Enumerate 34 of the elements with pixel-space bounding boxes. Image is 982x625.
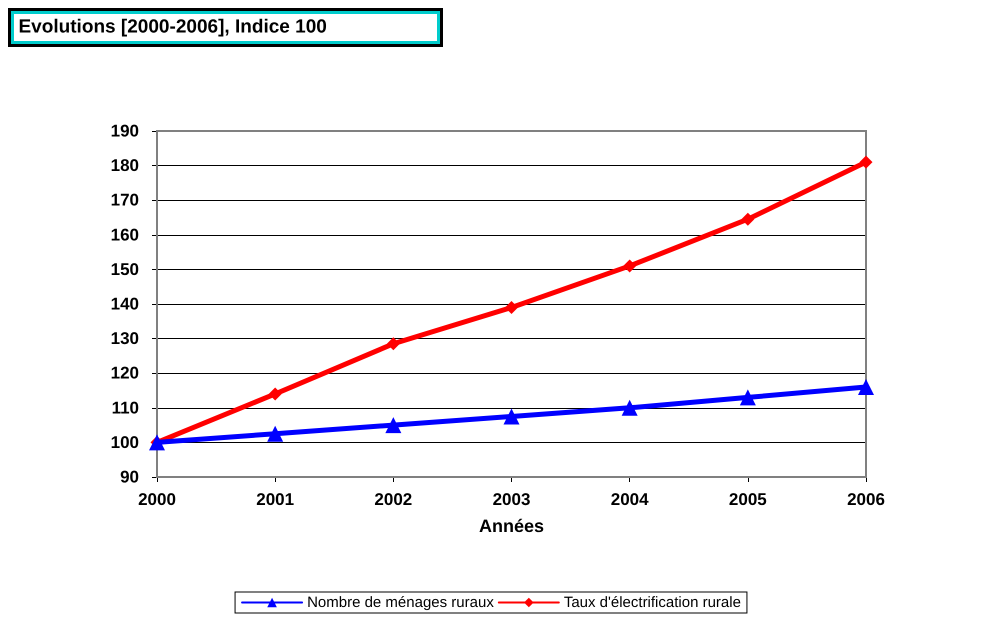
- legend-label: Taux d'électrification rurale: [564, 594, 741, 611]
- point: [740, 389, 756, 406]
- y-tick-label: 150: [110, 260, 139, 279]
- legend-label: Nombre de ménages ruraux: [307, 594, 494, 611]
- point: [386, 337, 400, 350]
- y-tick-label: 110: [112, 398, 139, 418]
- y-tick-label: 160: [110, 225, 139, 244]
- point: [741, 212, 754, 226]
- y-tick-label: 140: [110, 294, 139, 314]
- y-tick-label: 190: [110, 122, 139, 140]
- point: [504, 408, 520, 424]
- point: [623, 259, 636, 272]
- x-tick-label: 2005: [728, 490, 767, 509]
- x-axis-title: Années: [478, 516, 544, 536]
- point: [268, 387, 282, 400]
- chart-title: Evolutions [2000-2006], Indice 100: [18, 16, 327, 38]
- point: [505, 300, 518, 314]
- y-tick-label: 180: [110, 156, 139, 176]
- point: [622, 400, 638, 416]
- y-tick-label: 130: [110, 329, 139, 348]
- x-tick-label: 2006: [847, 490, 885, 509]
- x-tick-label: 2000: [138, 490, 176, 509]
- x-tick-label: 2002: [374, 490, 412, 509]
- point: [267, 426, 284, 442]
- y-tick-label: 120: [110, 364, 139, 383]
- y-tick-label: 100: [110, 432, 139, 452]
- x-tick-label: 2001: [256, 490, 294, 509]
- x-tick-label: 2004: [610, 490, 650, 509]
- y-tick-label: 170: [110, 190, 139, 210]
- x-tick-label: 2003: [492, 490, 530, 509]
- point: [858, 379, 874, 396]
- point: [385, 417, 402, 434]
- point: [860, 156, 872, 169]
- y-tick-label: 90: [120, 468, 139, 486]
